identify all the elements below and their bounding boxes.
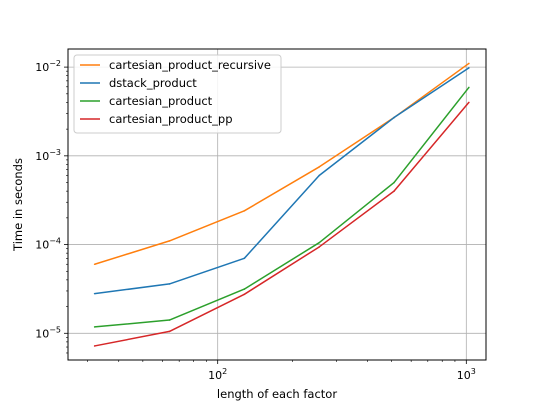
- data-point-cartesian-product-recursive: [168, 240, 171, 242]
- data-point-dstack-product: [318, 174, 320, 177]
- x-tick-label: 103: [457, 367, 476, 382]
- y-tick-label: 10−5: [35, 325, 61, 340]
- legend-label: cartesian_product: [109, 94, 213, 108]
- series-line-cartesian-product-pp: [94, 101, 470, 347]
- data-point-cartesian-product: [243, 288, 246, 290]
- y-tick-label: 10−4: [35, 237, 61, 252]
- data-point-cartesian-product: [168, 319, 171, 321]
- y-tick-label: 10−2: [35, 59, 61, 74]
- data-point-dstack-product: [393, 116, 395, 119]
- data-point-dstack-product: [168, 283, 171, 285]
- legend-label: cartesian_product_pp: [109, 112, 233, 126]
- data-point-cartesian-product-pp: [393, 190, 395, 192]
- data-point-cartesian-product: [468, 86, 470, 89]
- legend-label: dstack_product: [109, 76, 197, 90]
- data-point-cartesian-product-recursive: [318, 166, 320, 168]
- data-point-cartesian-product-pp: [318, 246, 320, 248]
- data-point-dstack-product: [93, 292, 96, 295]
- data-point-dstack-product: [468, 67, 470, 69]
- legend: cartesian_product_recursive dstack_produc…: [73, 54, 282, 134]
- legend-label: cartesian_product_recursive: [109, 58, 271, 72]
- data-point-cartesian-product-pp: [468, 101, 470, 104]
- data-point-cartesian-product-recursive: [468, 62, 470, 65]
- data-point-cartesian-product-pp: [93, 345, 96, 347]
- data-point-cartesian-product: [93, 326, 96, 328]
- plot-lines: [93, 62, 470, 347]
- axes-frame: [67, 48, 487, 361]
- legend-box: [73, 54, 282, 134]
- series-line-dstack-product: [94, 67, 470, 295]
- y-axis-label: Time in seconds: [11, 158, 25, 252]
- data-point-cartesian-product-recursive: [243, 210, 246, 212]
- data-point-dstack-product: [243, 257, 246, 260]
- data-point-cartesian-product: [393, 181, 395, 184]
- x-tick-label: 102: [208, 367, 227, 382]
- data-point-cartesian-product-recursive: [93, 263, 96, 266]
- data-point-cartesian-product-pp: [243, 293, 246, 296]
- data-point-cartesian-product-pp: [168, 330, 171, 333]
- axis-ticks: 102 103 10−5 10−4 10−3 10−2: [35, 59, 476, 382]
- y-tick-label: 10−3: [35, 148, 61, 163]
- x-axis-label: length of each factor: [217, 387, 337, 401]
- series-line-cartesian-product: [94, 86, 470, 328]
- data-point-cartesian-product: [318, 241, 320, 244]
